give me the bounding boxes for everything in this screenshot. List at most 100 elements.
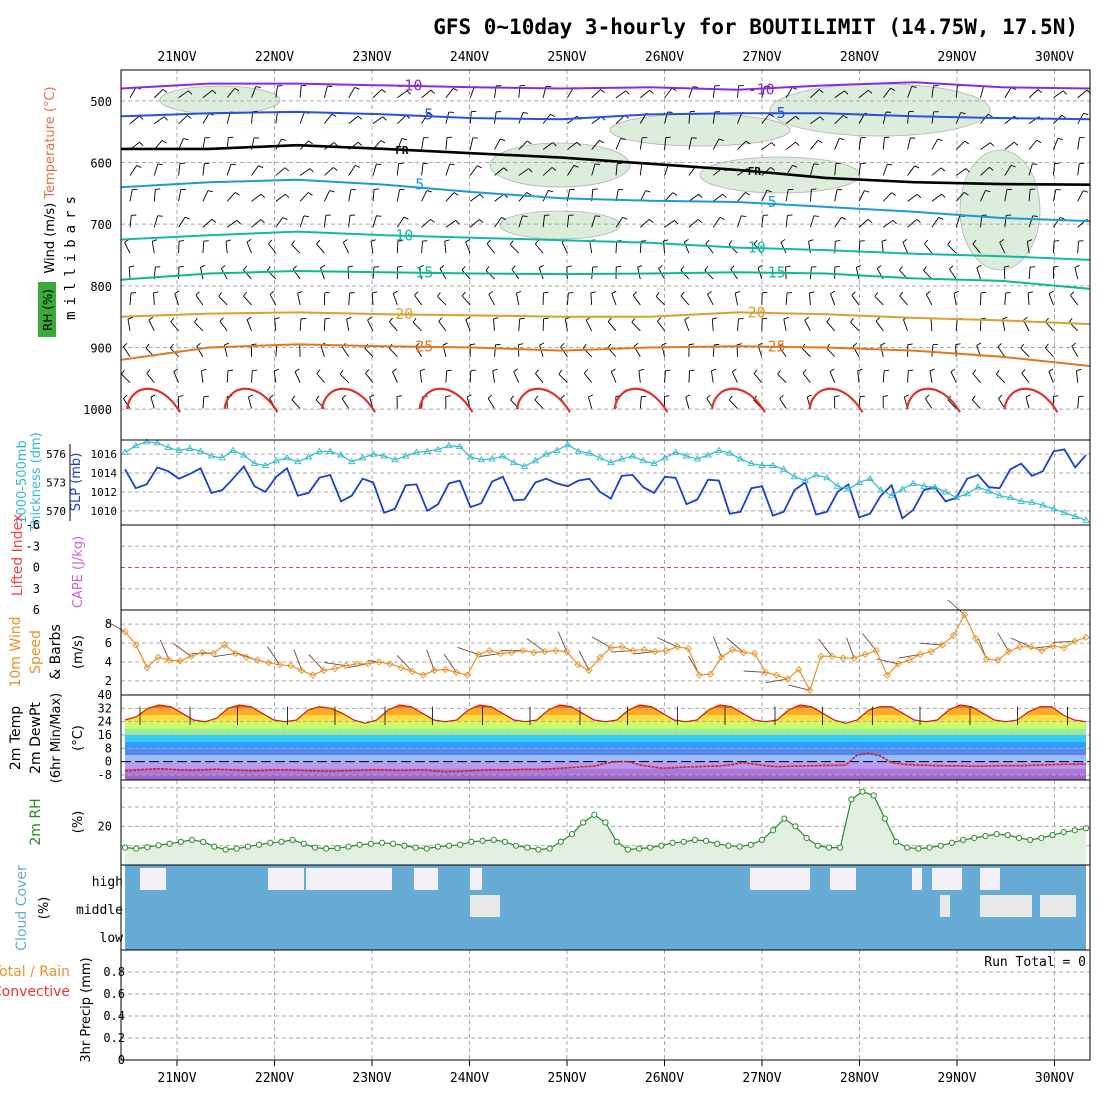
wind-speed-marker	[894, 660, 902, 668]
wind-barb-10m	[947, 599, 965, 616]
rh-marker	[814, 842, 821, 849]
wind-barb-flag	[200, 265, 206, 268]
series-line-SLP	[124, 448, 1087, 520]
thickness-marker	[671, 448, 680, 455]
wind-barb	[178, 90, 189, 99]
wind-barb-flag	[1078, 240, 1084, 242]
wind-barb-10m	[213, 652, 236, 658]
wind-barb-flag	[225, 239, 232, 242]
rh-marker	[524, 844, 531, 851]
thickness-marker	[866, 474, 874, 482]
wind-barb	[323, 215, 327, 228]
wind-barb-10m	[173, 643, 192, 657]
wind-barb-flag	[661, 342, 667, 346]
wind-barb-flag	[987, 113, 993, 118]
wind-barb-flag	[857, 368, 863, 372]
wind-barb-flag	[745, 140, 751, 145]
wind-barb-flag	[645, 190, 651, 193]
temp-band	[125, 755, 1086, 762]
wind-speed-marker	[629, 646, 637, 655]
wind-barb	[737, 112, 743, 124]
wind-barb	[761, 142, 772, 150]
wind-barb	[640, 219, 650, 228]
thickness-marker	[293, 457, 302, 465]
wind-barb-flag	[757, 264, 763, 269]
wind-barb-flag	[161, 140, 167, 144]
wind-barb	[785, 87, 793, 98]
wind-speed-marker	[883, 671, 891, 679]
thickness-marker	[347, 457, 356, 465]
day-label-bottom: 26NOV	[645, 1071, 684, 1086]
thickness-marker	[1071, 512, 1079, 519]
wind-barb	[299, 112, 305, 124]
wind-barb	[834, 90, 845, 99]
cloud-clear-high	[932, 868, 962, 890]
wind-speed-marker	[530, 648, 538, 657]
wind-barb	[388, 347, 398, 358]
rh-marker	[188, 836, 196, 843]
wind-barb	[955, 215, 961, 228]
wind-barb	[930, 318, 933, 331]
wind-barb-flag	[638, 368, 644, 372]
temp-contour-30	[613, 387, 669, 413]
wind-barb	[980, 190, 986, 202]
wind-barb-flag	[294, 368, 300, 373]
day-label-top: 22NOV	[255, 50, 294, 65]
wind-barb	[566, 215, 570, 228]
wind-barb	[761, 113, 770, 124]
wind-barb-flag	[184, 216, 190, 220]
wind-barb-flag	[307, 192, 313, 196]
rh-marker	[233, 845, 240, 852]
wind-speed-marker	[143, 663, 151, 672]
wind-barb	[567, 115, 578, 125]
y-axis-label-precip-3: 3hr Precip (mm)	[79, 957, 94, 1062]
wind-barb-flag	[183, 138, 189, 141]
y-axis-label-precip-1: Total / Rain	[0, 964, 70, 980]
wind-barb	[320, 267, 325, 280]
wind-barb	[929, 370, 933, 383]
wind-barb	[611, 293, 617, 306]
wind-barb-flag	[907, 343, 913, 346]
rh-marker	[211, 843, 218, 850]
thickness-marker	[779, 465, 788, 472]
wind-barb-flag	[834, 265, 840, 268]
cloud-row-label: high	[92, 875, 123, 890]
wind-barb-flag	[316, 239, 321, 245]
rh-marker	[166, 840, 173, 847]
temp-contour-30	[125, 387, 181, 413]
thickness-marker	[1017, 497, 1026, 504]
wind-barb-flag	[582, 343, 587, 349]
wind-barb	[485, 270, 495, 280]
wind-speed-marker	[739, 648, 748, 657]
wind-barb	[980, 86, 985, 98]
wind-barb	[931, 344, 934, 357]
wind-barb	[397, 90, 408, 99]
temp-contour-label: 10	[395, 226, 413, 244]
y-axis-label-precip-2: Convective	[0, 984, 70, 1000]
wind-barb	[1052, 138, 1059, 150]
wind-barb	[615, 163, 618, 176]
temp-contour-label: 5	[768, 193, 777, 211]
wind-barb-flag	[246, 239, 252, 243]
wind-barb	[465, 319, 471, 332]
wind-barb-flag	[607, 343, 612, 349]
y-axis-label-wind-2: Speed	[28, 630, 44, 674]
rh-marker	[490, 836, 497, 843]
wind-barb-flag	[274, 368, 280, 372]
wind-barb	[348, 292, 351, 305]
wind-barb	[931, 111, 935, 124]
wind-barb-flag	[465, 239, 471, 243]
wind-barb-flag	[875, 317, 880, 322]
y-axis-label-cape: CAPE (J/kg)	[71, 536, 86, 608]
wind-barb	[753, 373, 763, 383]
wind-barb	[858, 89, 869, 99]
wind-barb	[151, 241, 155, 254]
wind-speed-marker	[762, 668, 770, 676]
wind-barb-flag	[807, 394, 812, 398]
day-label-top: 26NOV	[645, 50, 684, 65]
wind-barb	[1077, 137, 1080, 150]
thickness-marker	[769, 461, 777, 468]
wind-barb	[414, 294, 422, 306]
wind-barb	[154, 116, 165, 125]
wind-barb-flag	[347, 265, 353, 268]
